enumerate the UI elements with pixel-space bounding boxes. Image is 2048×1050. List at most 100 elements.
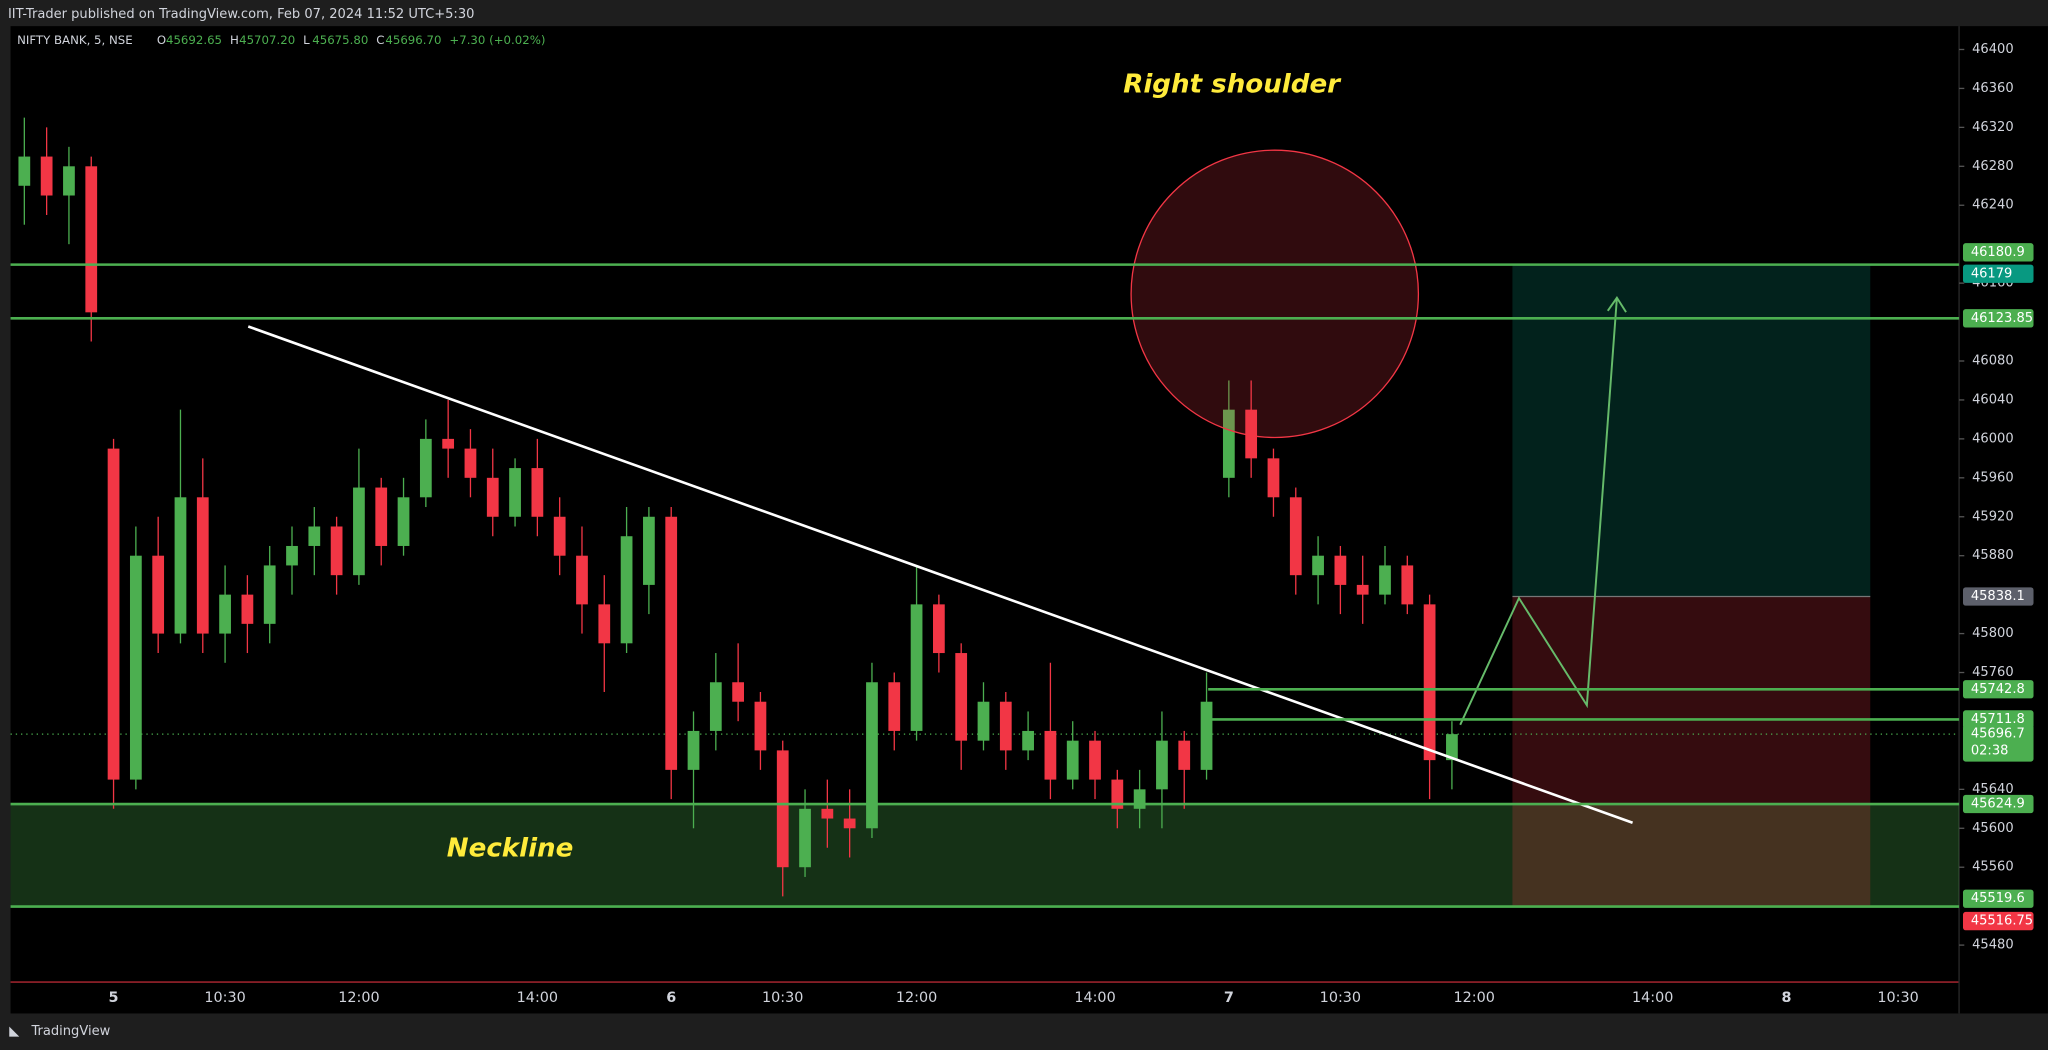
candle-body [1379,565,1391,595]
candle-body [1423,604,1436,761]
candle-body [1401,565,1414,605]
x-tick-label: 10:30 [1877,990,1918,1006]
candle-body [219,594,231,634]
drawings-back [10,264,1960,907]
candle-body [910,604,923,731]
x-tick-label: 12:00 [896,990,937,1006]
candle-body [1222,409,1235,478]
neckline-zone [10,804,1960,907]
y-tick-label: 45600 [1972,821,2014,836]
price-label-bg [1962,724,2034,762]
candle-body [286,545,298,566]
candle-body [330,526,343,576]
candle-body [1267,458,1280,498]
price-label: 46123.85 [1971,311,2033,326]
candle-body [843,818,856,829]
candle-body [486,477,499,517]
price-label: 45696.7 [1971,727,2025,742]
candle-body [397,497,410,546]
x-tick-label: 7 [1224,990,1234,1006]
plot-area [10,26,1960,983]
drawings-front [10,149,1960,908]
candle-body [152,555,165,634]
arrow-head [1606,295,1627,313]
candle-body [1022,730,1034,751]
candle-body [1356,584,1369,595]
candle-body [1066,740,1079,780]
candle-body [1133,789,1146,809]
candle-body [776,750,789,868]
candle-body [1156,740,1168,790]
y-tick-label: 45760 [1972,665,2014,680]
price-label-bg [1962,710,2034,729]
candle-body [1111,779,1124,809]
annotation: Neckline [447,833,574,863]
candle-body [129,555,142,780]
candle-body [732,682,744,702]
candle-body [375,487,388,546]
price-label-bg [1962,587,2034,606]
symbol: NIFTY BANK, 5, NSE [17,33,133,47]
legend-key: H [230,33,239,47]
projection-arrow [1459,297,1618,726]
candle-body [85,166,98,313]
y-tick-label: 46240 [1972,198,2014,213]
candle-body [1200,701,1213,770]
candle-body [1334,555,1347,585]
candle-body [576,555,588,605]
x-tick-label: 5 [109,990,119,1006]
candle-body [999,701,1012,751]
time-axis [10,982,1960,1014]
price-label: 45742.8 [1971,682,2025,697]
y-tick-label: 45640 [1972,782,2014,797]
x-tick-label: 12:00 [1454,990,1495,1006]
legend-key: L [303,33,310,47]
candle-body [754,701,767,751]
y-tick-label: 46280 [1972,159,2014,174]
price-label-bg [1962,680,2034,699]
price-label-bg [1962,911,2034,931]
y-tick-label: 45880 [1972,548,2014,563]
y-tick-label: 46320 [1972,120,2014,135]
legend-value: 45692.65 [166,33,222,47]
stop-zone [1512,596,1871,907]
candle-body [1178,740,1191,770]
candle-body [107,448,120,780]
y-tick-label: 46360 [1972,81,2014,96]
candle-body [353,487,365,576]
y-tick-label: 45480 [1972,938,2014,953]
candle-body [1312,555,1324,576]
candle-body [196,497,209,634]
candle-body [40,156,53,196]
candle-body [665,516,678,770]
x-tick-label: 14:00 [1074,990,1115,1006]
y-tick-label: 46400 [1972,42,2014,57]
y-tick-label: 45960 [1972,470,2014,485]
candle-body [308,526,321,546]
candle-body [598,604,611,644]
candle-body [241,594,254,624]
y-tick-label: 46040 [1972,392,2014,407]
y-tick-label: 45800 [1972,626,2014,641]
price-label: 45519.6 [1971,891,2025,906]
candle-body [18,156,31,186]
x-tick-label: 6 [666,990,676,1006]
x-tick-label: 14:00 [517,990,558,1006]
candle-body [63,166,75,196]
x-tick-label: 8 [1782,990,1792,1006]
legend-value: 45707.20 [239,33,295,47]
shoulder-circle [1130,149,1420,439]
candle-body [1089,740,1101,780]
legend-key: C [376,33,384,47]
brand: TradingView [30,1024,110,1039]
candle-body [687,730,700,770]
candle-body [174,497,187,634]
price-label: 45838.1 [1971,589,2025,604]
y-tick-label: 46000 [1972,431,2014,446]
candle-body [1446,734,1458,761]
price-label-bg [1962,309,2034,328]
candle-body [509,468,521,517]
candle-body [799,808,811,868]
candle-body [933,604,945,654]
legend-value: 45675.80 [312,33,368,47]
